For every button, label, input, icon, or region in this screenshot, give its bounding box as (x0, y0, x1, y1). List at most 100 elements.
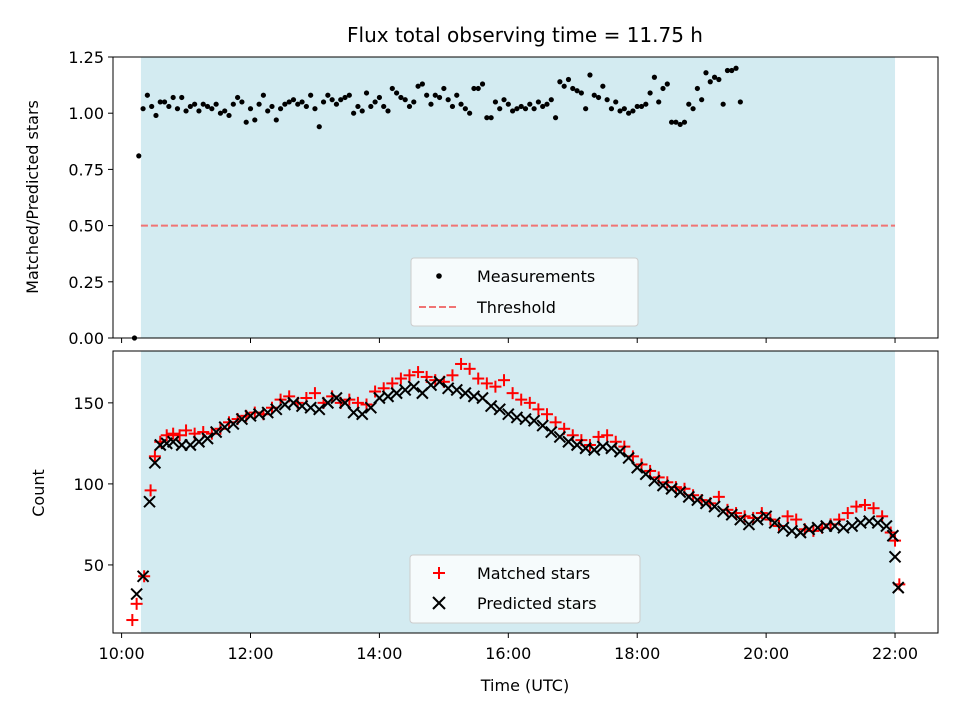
predicted-star-point (751, 513, 764, 526)
measurement-point (179, 94, 185, 101)
matched-star-point (394, 372, 407, 385)
measurement-point (690, 106, 696, 112)
matched-star-point (369, 385, 382, 398)
measurement-point (544, 101, 550, 107)
predicted-star-point (673, 485, 687, 499)
measurement-point (192, 101, 198, 107)
time-x-tick-label: 16:00 (485, 644, 531, 663)
measurement-point (402, 97, 408, 103)
matched-star-point (308, 387, 321, 400)
predicted-stars-legend-label: Predicted stars (477, 594, 597, 613)
measurement-point (475, 85, 481, 92)
predicted-star-point (777, 521, 790, 534)
measurement-point (140, 106, 146, 112)
measurement-point (338, 97, 344, 103)
predicted-star-point (390, 386, 403, 400)
matched-star-point (609, 435, 622, 448)
predicted-star-point (235, 412, 249, 426)
measurement-point (703, 70, 709, 76)
measurement-point (595, 94, 602, 101)
measurement-point (656, 99, 662, 105)
measurement-point (277, 106, 284, 112)
threshold-legend-label: Threshold (476, 298, 556, 317)
measurement-point (260, 92, 266, 98)
measurement-point (462, 106, 468, 112)
predicted-star-point (136, 570, 150, 583)
predicted-star-point (759, 510, 773, 523)
predicted-star-point (871, 516, 885, 530)
matched-star-point (126, 614, 139, 627)
predicted-star-point (424, 378, 438, 392)
measurement-point (617, 108, 623, 114)
matched-star-point (566, 429, 579, 442)
measurement-point (570, 85, 576, 92)
measurement-point (325, 92, 331, 98)
measurement-point (217, 110, 224, 116)
measurement-point (316, 124, 322, 130)
measurement-point (720, 101, 726, 107)
predicted-star-point (527, 414, 541, 427)
matched-star-point (144, 484, 157, 497)
predicted-star-point (493, 403, 506, 416)
measurement-point (716, 76, 722, 83)
predicted-star-point (742, 518, 756, 531)
predicted-star-point (691, 493, 704, 507)
measurement-point (411, 99, 417, 105)
ratio-y-tick-label: 1.00 (68, 104, 104, 123)
measurement-point (355, 103, 361, 110)
predicted-star-point (148, 456, 162, 470)
predicted-star-point (545, 425, 558, 439)
measurement-point (153, 112, 159, 119)
measurement-point (514, 106, 520, 112)
predicted-star-point (699, 497, 713, 510)
measurement-point (157, 99, 163, 105)
measurement-point (136, 153, 142, 159)
measurement-point (677, 121, 683, 128)
matched-star-point (446, 369, 459, 382)
predicted-star-point (725, 508, 738, 521)
measurement-point (393, 90, 400, 96)
measurement-point (510, 108, 516, 114)
predicted-star-point (330, 391, 343, 405)
predicted-star-point (287, 396, 300, 410)
time-x-tick-label: 20:00 (743, 644, 789, 663)
measurement-point (686, 101, 692, 107)
ratio-x-ticks (121, 338, 896, 343)
measurement-point (522, 106, 529, 112)
predicted-star-point (845, 519, 859, 533)
matched-star-point (592, 430, 605, 443)
measurement-point (604, 97, 610, 103)
measurement-point (651, 74, 658, 80)
predicted-star-point (794, 526, 807, 539)
measurement-point (484, 115, 490, 121)
time-x-tick-label: 14:00 (356, 644, 402, 663)
measurement-point (389, 85, 395, 92)
predicted-star-point (270, 403, 283, 416)
predicted-star-point (261, 406, 274, 419)
matched-star-point (515, 393, 528, 406)
predicted-star-point (570, 438, 584, 452)
predicted-star-point (631, 461, 644, 474)
measurement-point (630, 108, 636, 114)
measurement-point (320, 99, 327, 105)
matched-star-point (480, 377, 493, 390)
count-legend: Matched stars Predicted stars (409, 554, 641, 624)
measurement-point (488, 115, 494, 121)
matched-star-point (841, 507, 854, 520)
measurement-point (664, 81, 670, 87)
matched-star-point (197, 426, 210, 439)
ratio-y-axis-label: Matched/Predicted stars (23, 100, 42, 294)
measurement-point (565, 76, 572, 83)
matched-star-point (412, 366, 425, 379)
measurement-point (445, 97, 451, 103)
measurement-point (235, 94, 241, 101)
predicted-star-point (166, 435, 180, 448)
matched-star-point (386, 377, 399, 390)
count-panel-frame (112, 350, 939, 634)
measurement-point (436, 94, 443, 101)
measurement-point (518, 103, 524, 110)
measurement-point (471, 85, 477, 92)
matched-star-point (489, 380, 502, 393)
measurement-point (282, 101, 288, 107)
